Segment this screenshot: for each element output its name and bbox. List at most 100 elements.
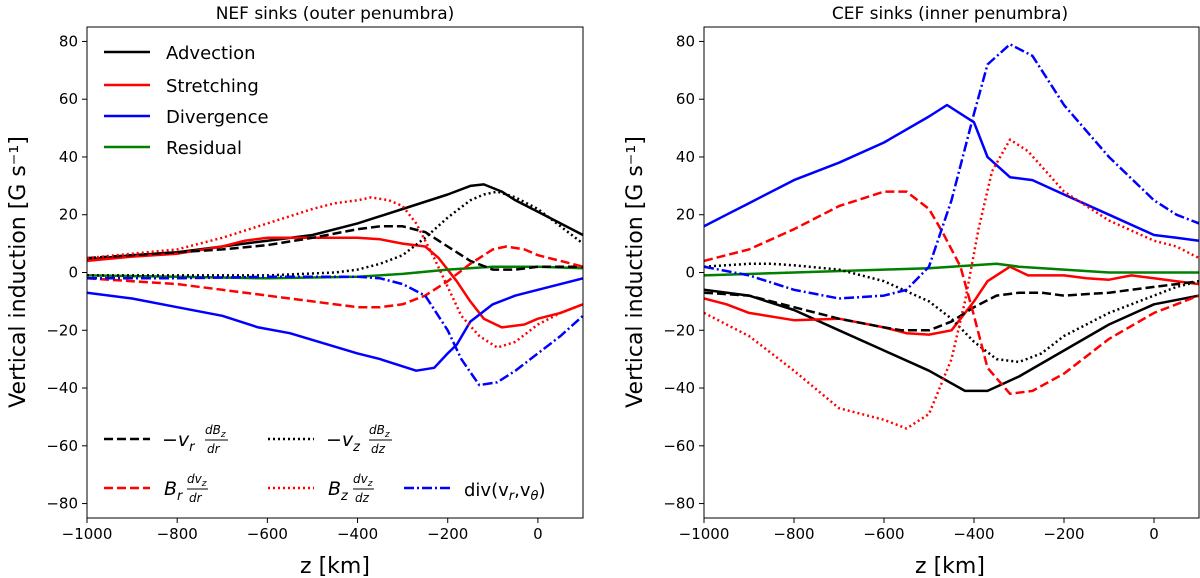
frac-num: dv <box>187 472 203 486</box>
series-line-div <box>704 43 1199 300</box>
y-tick-label: −20 <box>46 321 78 339</box>
series-line-residual <box>87 265 583 280</box>
series-line-div <box>87 275 583 387</box>
legend-label-str-z: Bz <box>328 478 349 504</box>
x-tick-label: −800 <box>773 525 814 543</box>
x-axis-title: z [km] <box>300 554 370 578</box>
y-tick-label: −80 <box>46 495 78 513</box>
series-line-residual <box>704 262 1199 277</box>
legend-label-str-r: Br <box>164 478 184 504</box>
term-base: −v <box>162 429 190 451</box>
y-tick-label: 0 <box>685 264 695 282</box>
x-tick-label: 0 <box>533 525 543 543</box>
y-tick-label: 0 <box>68 264 78 282</box>
y-tick-label: 20 <box>676 206 695 224</box>
term-sub: z <box>352 440 361 455</box>
y-tick-label: −20 <box>663 321 695 339</box>
legend-label-advection: Advection <box>166 43 256 64</box>
series-line-str_r <box>704 190 1199 396</box>
div-sub1: r <box>509 489 516 504</box>
frac-num: dB <box>205 423 221 437</box>
legend-terms: −vr dBz dr −vz dBz dz Br dvz dr Bz dvz <box>104 423 546 505</box>
legend-label-div: div(vr,vθ) <box>464 480 546 504</box>
series-line-stretching <box>704 265 1199 336</box>
series-group <box>704 43 1199 430</box>
frac-den-str-r: dr <box>189 491 203 505</box>
y-axis-title: Vertical induction [G s⁻¹] <box>6 136 31 408</box>
frac-den-adv-r: dr <box>207 442 221 456</box>
x-tick-label: −400 <box>953 525 994 543</box>
frac-num-adv-r: dBz <box>205 423 226 440</box>
y-axis-title: Vertical induction [G s⁻¹] <box>623 136 648 408</box>
series-line-str_r <box>87 245 583 309</box>
y-tick-label: −80 <box>663 495 695 513</box>
y-tick-label: −40 <box>46 379 78 397</box>
term-base: B <box>164 478 177 500</box>
panel-cef-sinks: CEF sinks (inner penumbra) Vertical indu… <box>623 4 1200 578</box>
series-line-adv_z <box>87 190 583 277</box>
legend-label-adv-z: −vz <box>326 429 361 455</box>
x-tick-label: −200 <box>427 525 468 543</box>
frac-num-sub: z <box>220 430 226 440</box>
y-tick-label: −60 <box>663 437 695 455</box>
series-line-str_z <box>704 138 1199 430</box>
frac-num-str-r: dvz <box>187 472 207 489</box>
plot-area-cef: −1000 −800 −600 −400 −200 0−80−60−40−20020406… <box>663 26 1200 543</box>
legend-label-adv-r: −vr <box>162 429 196 455</box>
y-tick-label: 80 <box>59 32 78 50</box>
term-sub: r <box>189 440 196 455</box>
series-line-advection <box>704 288 1199 393</box>
plot-area-nef: −1000 −800 −600 −400 −200 0−80−60−40−20020406… <box>46 26 584 543</box>
frac-num-sub: z <box>384 430 390 440</box>
div-sep: ,v <box>514 480 531 501</box>
x-tick-label: −800 <box>157 525 198 543</box>
frac-num-adv-z: dBz <box>369 423 390 440</box>
x-tick-label: −600 <box>247 525 288 543</box>
x-tick-label: 0 <box>1149 525 1159 543</box>
frac-num: dB <box>369 423 385 437</box>
series-line-adv_r <box>704 279 1199 332</box>
x-tick-label: −400 <box>337 525 378 543</box>
frac-num: dv <box>353 472 369 486</box>
frac-num-sub: z <box>201 479 207 489</box>
panel-title: NEF sinks (outer penumbra) <box>216 4 455 24</box>
term-sub: r <box>177 489 184 504</box>
series-line-adv_z <box>704 262 1199 364</box>
y-tick-label: −40 <box>663 379 695 397</box>
series-line-divergence <box>87 277 583 372</box>
div-text: div(v <box>464 480 509 501</box>
series-line-stretching <box>87 236 583 329</box>
x-axis-title: z [km] <box>915 554 985 578</box>
term-base: −v <box>326 429 354 451</box>
x-tick-label: −200 <box>1043 525 1084 543</box>
y-tick-label: 40 <box>59 148 78 166</box>
div-close: ) <box>538 480 545 501</box>
frac-den-adv-z: dz <box>371 442 386 456</box>
y-tick-label: 60 <box>59 90 78 108</box>
x-tick-label: −1000 <box>62 525 113 543</box>
legend-label-residual: Residual <box>166 138 242 159</box>
y-tick-label: 40 <box>676 148 695 166</box>
frac-den-str-z: dz <box>355 491 370 505</box>
term-sub: z <box>340 489 349 504</box>
y-tick-label: 60 <box>676 90 695 108</box>
frac-num-str-z: dvz <box>353 472 373 489</box>
frac-num-sub: z <box>367 479 373 489</box>
x-tick-label: −1000 <box>679 525 730 543</box>
term-base: B <box>328 478 341 500</box>
div-sub2: θ <box>531 489 539 504</box>
series-line-divergence <box>704 103 1199 242</box>
legend-label-stretching: Stretching <box>166 76 259 97</box>
x-tick-label: −600 <box>863 525 904 543</box>
series-group <box>87 183 583 387</box>
panel-nef-sinks: NEF sinks (outer penumbra) Vertical indu… <box>6 4 584 578</box>
legend-main: Advection Stretching Divergence Residual <box>104 43 269 159</box>
series-line-adv_r <box>87 225 583 271</box>
y-tick-label: −60 <box>46 437 78 455</box>
legend-label-divergence: Divergence <box>166 107 269 128</box>
y-tick-label: 80 <box>676 32 695 50</box>
panel-title: CEF sinks (inner penumbra) <box>832 4 1068 24</box>
series-line-str_z <box>87 196 583 349</box>
